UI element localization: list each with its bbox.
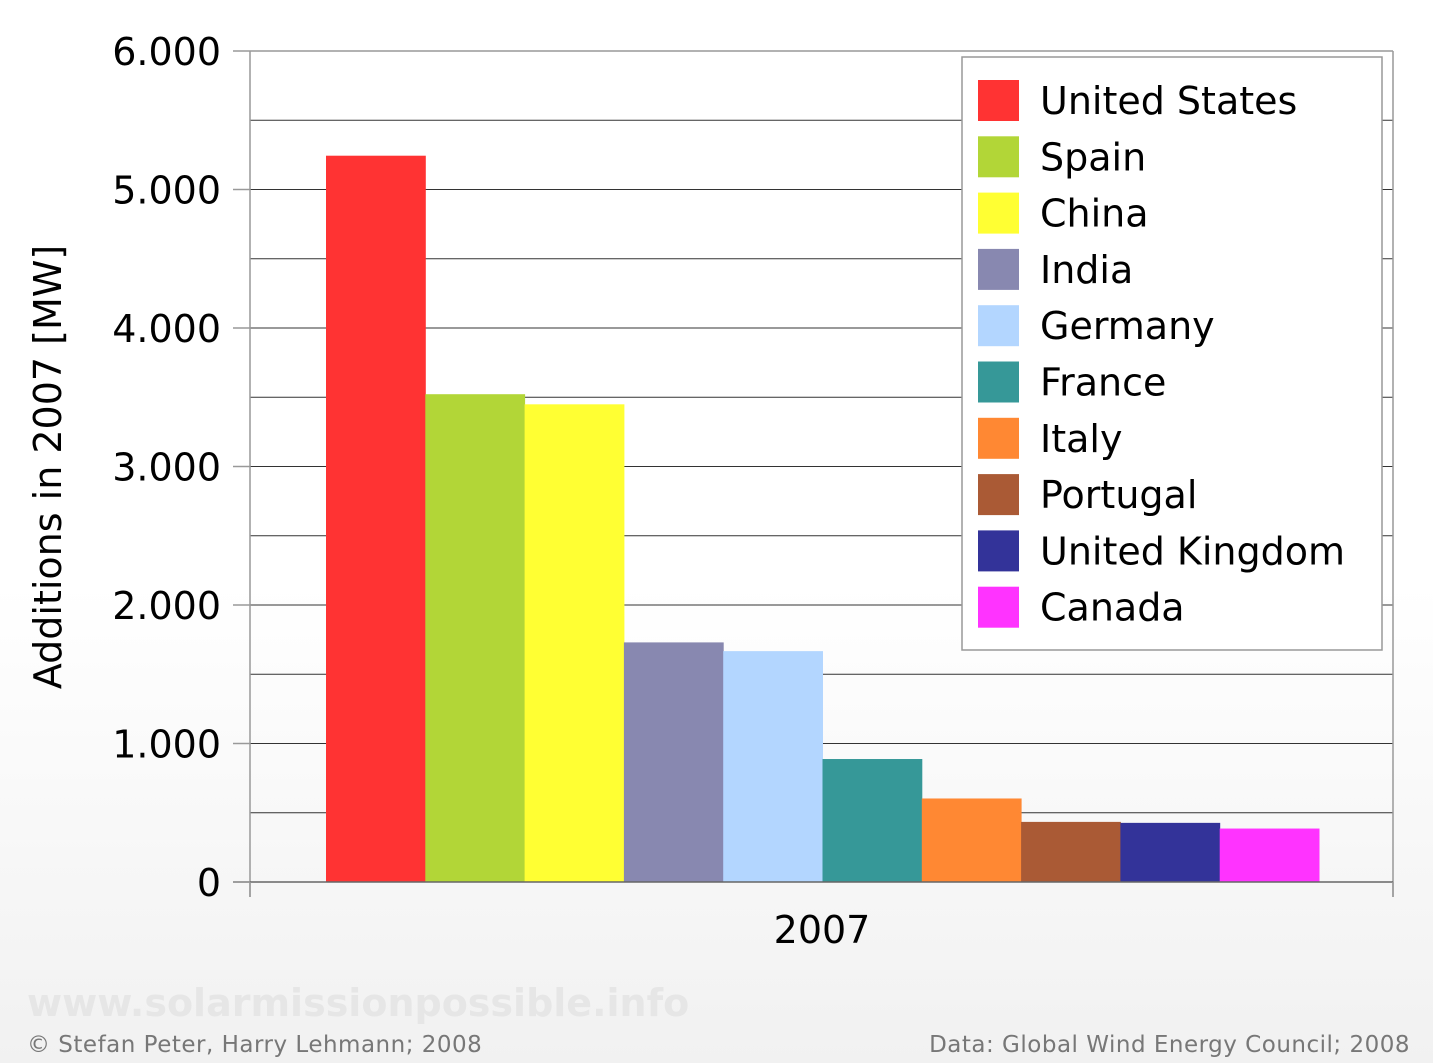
bar-india [623, 642, 724, 882]
legend-entry: India [1040, 248, 1133, 292]
legend-swatch [978, 192, 1019, 234]
legend-swatch [978, 361, 1019, 403]
bar-portugal [1021, 821, 1121, 882]
bar-italy [921, 798, 1022, 882]
legend-entry: Germany [1040, 304, 1215, 348]
y-tick-label: 2.000 [112, 584, 221, 628]
y-tick-label: 0 [197, 861, 221, 905]
legend-box [961, 56, 1383, 651]
legend-swatch [978, 530, 1019, 572]
legend-swatch [978, 248, 1019, 290]
y-tick-label: 6.000 [112, 30, 221, 74]
y-tick-label: 3.000 [112, 446, 221, 490]
legend-entry: United States [1040, 79, 1297, 123]
bar-canada [1219, 828, 1320, 882]
legend-swatch [978, 474, 1019, 516]
legend-entry: Spain [1040, 135, 1146, 179]
legend-swatch [978, 586, 1019, 628]
legend-entry: Canada [1040, 586, 1185, 630]
legend-swatch [978, 80, 1019, 121]
bars [326, 155, 1320, 882]
legend-entry: Italy [1040, 417, 1122, 461]
y-tick-label: 4.000 [112, 307, 221, 351]
y-tick-label: 1.000 [112, 723, 221, 767]
legend-entry: France [1040, 361, 1166, 405]
bar-france [822, 759, 923, 882]
y-axis-label: Additions in 2007 [MW] [26, 245, 70, 689]
bar-united-states [326, 155, 426, 882]
legend: United States Spain China India Germany Franc… [961, 56, 1383, 651]
website-watermark: www.solarmissionpossible.info [27, 981, 689, 1025]
bar-germany [723, 651, 823, 882]
y-tick-label: 5.000 [112, 169, 221, 213]
bar-china [524, 404, 625, 882]
legend-swatch [978, 417, 1019, 459]
y-axis-ticks: 0 1.000 2.000 3.000 4.000 5.000 6.000 [112, 30, 1394, 905]
copyright-text: © Stefan Peter, Harry Lehmann; 2008 [27, 1032, 482, 1058]
plot-area [249, 50, 1394, 897]
bar-spain [425, 394, 526, 882]
bar-united-kingdom [1120, 822, 1221, 882]
legend-swatch [978, 136, 1019, 178]
x-tick-label: 2007 [774, 908, 871, 952]
legend-entry: Portugal [1040, 473, 1197, 517]
legend-swatch [978, 305, 1019, 347]
legend-entry: United Kingdom [1040, 529, 1345, 573]
legend-entry: China [1040, 192, 1149, 236]
source-text: Data: Global Wind Energy Council; 2008 [929, 1032, 1410, 1058]
